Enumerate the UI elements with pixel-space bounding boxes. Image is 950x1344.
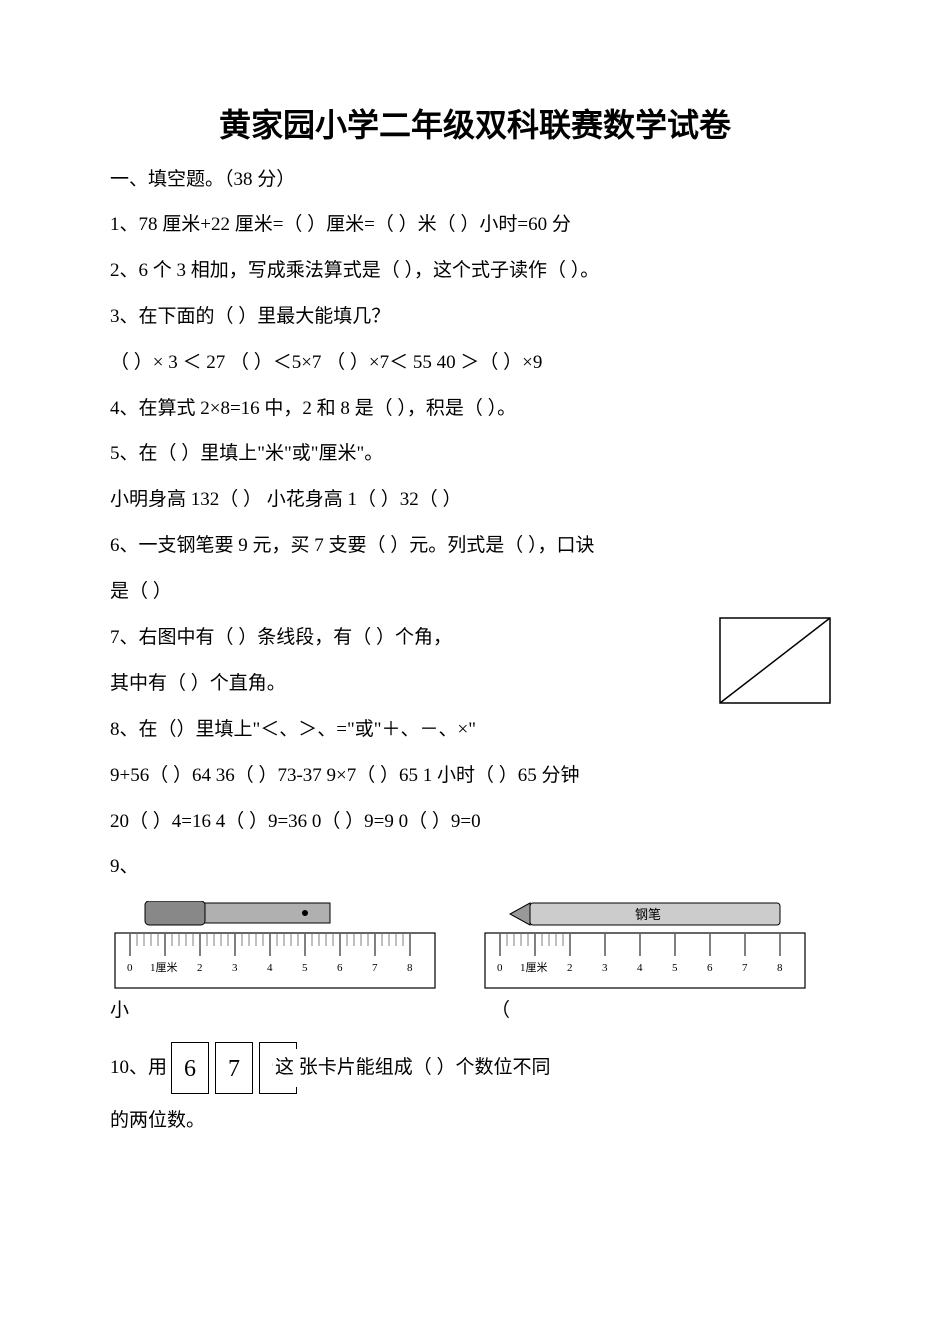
question-3a: 3、在下面的（ ）里最大能填几？ — [110, 297, 840, 337]
q10-prefix: 10、用 — [110, 1049, 167, 1087]
section-1-header: 一、填空题。（38 分） — [110, 164, 840, 191]
svg-text:6: 6 — [707, 962, 713, 974]
svg-text:1厘米: 1厘米 — [520, 961, 548, 974]
svg-text:钢笔: 钢笔 — [635, 907, 661, 922]
q10-suffix: 这 张卡片能组成（ ）个数位不同 — [273, 1049, 551, 1087]
svg-text:5: 5 — [302, 962, 308, 974]
svg-text:8: 8 — [777, 962, 783, 974]
svg-text:3: 3 — [602, 962, 608, 974]
svg-text:4: 4 — [267, 962, 273, 974]
question-5a: 5、在（ ）里填上"米"或"厘米"。 — [110, 434, 840, 474]
q9-right-label: （ — [491, 995, 510, 1022]
question-6a: 6、一支钢笔要 9 元，买 7 支要（ ）元。列式是（ ），口诀 — [110, 526, 840, 566]
svg-text:7: 7 — [742, 962, 748, 974]
question-10-line2: 的两位数。 — [110, 1102, 840, 1140]
ruler-1-knife: 0 1厘米 2 3 4 5 6 7 8 — [110, 901, 440, 991]
svg-text:4: 4 — [637, 962, 643, 974]
svg-text:7: 7 — [372, 962, 378, 974]
question-5b: 小明身高 132（ ） 小花身高 1（ ）32（ ） — [110, 480, 840, 520]
card-7: 7 — [215, 1042, 253, 1094]
question-10-line1: 10、用 6 7 9 这 张卡片能组成（ ）个数位不同 — [110, 1042, 840, 1094]
exam-title: 黄家园小学二年级双科联赛数学试卷 — [110, 100, 840, 146]
question-1: 1、78 厘米+22 厘米=（ ）厘米=（ ）米（ ）小时=60 分 — [110, 205, 840, 245]
svg-text:0: 0 — [127, 962, 133, 974]
svg-text:5: 5 — [672, 962, 678, 974]
question-3b: （ ）× 3 ＜ 27 （ ）＜5×7 （ ）×7＜ 55 40 ＞（ ）×9 — [110, 343, 840, 383]
ruler-2-pen: 钢笔 0 1厘米 2 3 4 5 6 7 8 — [480, 901, 810, 991]
svg-text:2: 2 — [567, 962, 573, 974]
svg-text:3: 3 — [232, 962, 238, 974]
question-7-container: 7、右图中有（ ）条线段，有（ ）个角， 其中有（ ）个直角。 — [110, 618, 840, 704]
question-9-label: 9、 — [110, 847, 139, 887]
question-8b: 20（ ）4=16 4（ ）9=36 0（ ）9=9 0（ ）9=0 — [110, 802, 840, 842]
question-6b: 是（ ） — [110, 572, 840, 612]
svg-text:1厘米: 1厘米 — [150, 961, 178, 974]
svg-text:2: 2 — [197, 962, 203, 974]
question-9-rulers: 0 1厘米 2 3 4 5 6 7 8 钢笔 — [110, 901, 840, 991]
question-4: 4、在算式 2×8=16 中，2 和 8 是（ ），积是（ ）。 — [110, 389, 840, 429]
svg-text:0: 0 — [497, 962, 503, 974]
question-8a: 9+56（ ）64 36（ ）73-37 9×7（ ）65 1 小时（ ）65 … — [110, 756, 840, 796]
card-6: 6 — [171, 1042, 209, 1094]
q7-geometry-figure — [710, 613, 840, 713]
svg-text:8: 8 — [407, 962, 413, 974]
question-8: 8、在（）里填上"＜、＞、="或"＋、－、×" — [110, 710, 840, 750]
question-2: 2、6 个 3 相加，写成乘法算式是（ ），这个式子读作（ ）。 — [110, 251, 840, 291]
q9-left-label: 小 — [110, 995, 129, 1022]
svg-text:6: 6 — [337, 962, 343, 974]
